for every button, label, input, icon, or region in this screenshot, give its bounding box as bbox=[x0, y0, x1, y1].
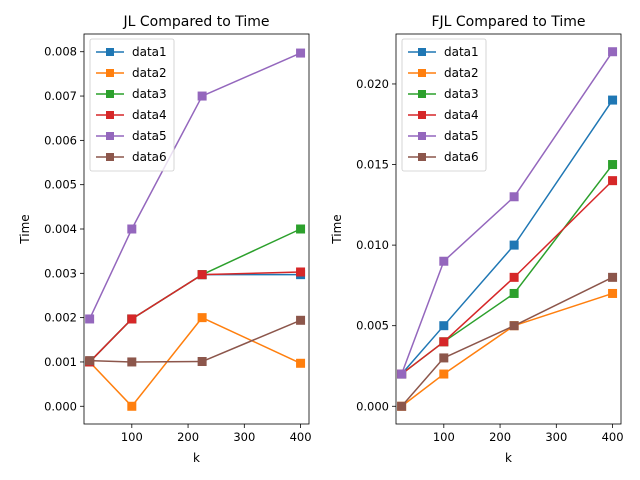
axes-frame bbox=[395, 33, 622, 425]
y-tick-label: 0.001 bbox=[44, 355, 77, 369]
x-axis-label: k bbox=[193, 451, 200, 465]
data-point-data6 bbox=[127, 357, 137, 367]
y-tick-label: 0.000 bbox=[44, 399, 77, 413]
legend-label: data1 bbox=[444, 45, 479, 59]
x-tick-label: 200 bbox=[177, 430, 199, 444]
data-point-data6 bbox=[296, 315, 306, 325]
data-point-data5 bbox=[85, 314, 95, 324]
legend-swatch-marker bbox=[418, 48, 426, 56]
data-point-data5 bbox=[509, 192, 519, 202]
data-point-data1 bbox=[608, 95, 618, 105]
y-tick-label: 0.002 bbox=[44, 311, 77, 325]
data-point-data6 bbox=[509, 321, 519, 331]
y-tick-label: 0.004 bbox=[44, 222, 77, 236]
y-tick-label: 0.000 bbox=[356, 399, 389, 413]
data-point-data2 bbox=[439, 369, 449, 379]
series-line-data5 bbox=[400, 51, 614, 375]
series-line-data6 bbox=[401, 276, 613, 407]
x-tick-label: 100 bbox=[433, 430, 455, 444]
x-tick-label: 100 bbox=[121, 430, 143, 444]
y-tick-label: 0.007 bbox=[44, 89, 77, 103]
jl-chart: JL Compared to Time 100 200 300 400 0.000 0.00… bbox=[18, 14, 312, 465]
data-point-data3 bbox=[509, 288, 519, 298]
data-point-data5 bbox=[439, 256, 449, 266]
data-point-data3 bbox=[608, 160, 618, 170]
data-point-data3 bbox=[296, 224, 306, 234]
legend-swatch-marker bbox=[106, 69, 114, 77]
legend-label: data4 bbox=[444, 108, 479, 122]
data-point-data2 bbox=[197, 313, 207, 323]
legend-label: data3 bbox=[444, 87, 479, 101]
legend-swatch-marker bbox=[106, 132, 114, 140]
data-point-data6 bbox=[85, 356, 95, 366]
y-tick-label: 0.005 bbox=[44, 178, 77, 192]
data-point-data5 bbox=[397, 369, 407, 379]
legend-label: data2 bbox=[444, 66, 479, 80]
x-axis-label: k bbox=[505, 451, 512, 465]
data-point-data1 bbox=[509, 240, 519, 250]
data-point-data6 bbox=[439, 353, 449, 363]
legend-label: data6 bbox=[444, 150, 479, 164]
x-tick-label: 300 bbox=[233, 430, 255, 444]
data-point-data6 bbox=[608, 272, 618, 282]
data-point-data2 bbox=[127, 401, 137, 411]
data-point-data2 bbox=[296, 358, 306, 368]
series-line-data4 bbox=[89, 271, 301, 363]
legend-swatch-marker bbox=[418, 153, 426, 161]
y-tick-label: 0.010 bbox=[356, 238, 389, 252]
data-point-data5 bbox=[296, 48, 306, 58]
data-point-data4 bbox=[509, 272, 519, 282]
series-line-data6 bbox=[89, 319, 301, 363]
series-line-data4 bbox=[401, 180, 614, 375]
data-point-data6 bbox=[397, 401, 407, 411]
data-point-data4 bbox=[127, 314, 137, 324]
legend-label: data5 bbox=[132, 129, 167, 143]
y-tick-label: 0.020 bbox=[356, 77, 389, 91]
data-point-data5 bbox=[127, 224, 137, 234]
x-tick-label: 400 bbox=[290, 430, 312, 444]
legend-label: data2 bbox=[132, 66, 167, 80]
data-point-data4 bbox=[608, 176, 618, 186]
data-point-data2 bbox=[608, 288, 618, 298]
chart-title: JL Compared to Time bbox=[123, 14, 270, 30]
legend-swatch-marker bbox=[418, 69, 426, 77]
y-tick-label: 0.008 bbox=[44, 45, 77, 59]
series-line-data3 bbox=[89, 228, 301, 363]
x-tick-label: 400 bbox=[602, 430, 624, 444]
y-tick-label: 0.006 bbox=[44, 133, 77, 147]
legend-swatch-marker bbox=[418, 111, 426, 119]
legend-swatch-marker bbox=[106, 153, 114, 161]
legend-swatch-marker bbox=[106, 90, 114, 98]
legend-label: data1 bbox=[132, 45, 167, 59]
legend-label: data5 bbox=[444, 129, 479, 143]
data-point-data6 bbox=[197, 357, 207, 367]
legend-swatch-marker bbox=[106, 111, 114, 119]
data-point-data4 bbox=[439, 337, 449, 347]
data-point-data4 bbox=[296, 267, 306, 277]
series-line-data1 bbox=[401, 99, 614, 375]
data-point-data4 bbox=[197, 270, 207, 280]
x-tick-label: 300 bbox=[545, 430, 567, 444]
data-point-data5 bbox=[197, 91, 207, 101]
legend-swatch-marker bbox=[106, 48, 114, 56]
y-tick-label: 0.003 bbox=[44, 266, 77, 280]
data-point-data5 bbox=[608, 47, 618, 57]
series-line-data3 bbox=[401, 164, 614, 375]
y-tick-label: 0.005 bbox=[356, 319, 389, 333]
legend-label: data4 bbox=[132, 108, 167, 122]
legend-label: data6 bbox=[132, 150, 167, 164]
x-tick-label: 200 bbox=[489, 430, 511, 444]
fjl-chart: FJL Compared to Time 100 200 300 400 0.000 0.0… bbox=[330, 14, 624, 465]
legend-label: data3 bbox=[132, 87, 167, 101]
legend-swatch-marker bbox=[418, 90, 426, 98]
y-axis-label: Time bbox=[330, 214, 344, 244]
y-axis-label: Time bbox=[18, 214, 32, 244]
data-point-data1 bbox=[439, 321, 449, 331]
series-line-data2 bbox=[401, 292, 613, 407]
legend-swatch-marker bbox=[418, 132, 426, 140]
chart-title: FJL Compared to Time bbox=[431, 14, 585, 30]
y-tick-label: 0.015 bbox=[356, 158, 389, 172]
